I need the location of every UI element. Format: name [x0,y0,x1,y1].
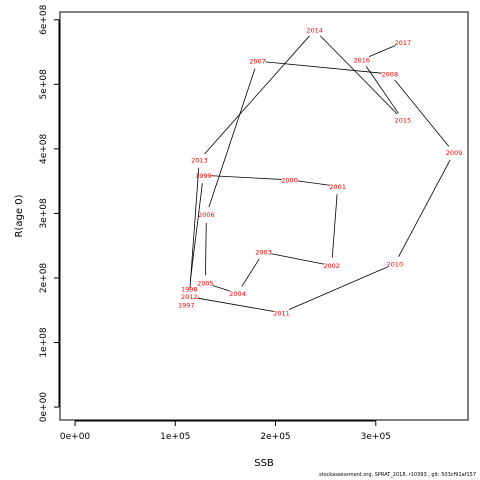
point-label: 2013 [191,156,208,164]
point-label: 2000 [281,176,298,184]
y-tick-label: 2e+08 [39,263,49,294]
point-label: 2011 [273,309,290,317]
y-tick-label: 1e+08 [39,327,49,358]
x-axis: 0e+00 1e+05 2e+05 3e+05 [60,420,391,442]
x-tick-label: 2e+05 [260,432,290,442]
y-tick-label: 4e+08 [39,133,49,164]
point-label: 2012 [181,293,198,301]
point-label: 2004 [229,290,246,298]
point-label: 2003 [255,249,272,257]
point-label: 1997 [178,302,195,310]
point-label: 2017 [395,39,412,47]
series-segment [189,167,200,289]
series-segment [208,68,256,208]
y-axis-label: R(age 0) [14,194,25,237]
x-tick-label: 0e+00 [60,432,91,442]
x-axis-label: SSB [254,458,274,469]
series-segment [368,45,396,58]
y-axis: 0e+00 1e+08 2e+08 3e+08 4e+08 5e+08 6e+08 [39,4,60,423]
series-line [187,35,451,312]
series-segment [271,253,324,265]
y-tick-label: 6e+08 [39,4,49,35]
series-segment [398,159,451,257]
series-segment [197,297,274,312]
footer-caption: stockassessment.org, SPRAT_2018, r10393 … [318,472,476,478]
series-segment [297,180,330,186]
series-segment [331,194,338,258]
point-label: 2010 [387,260,404,268]
point-label: 1999 [195,172,212,180]
y-tick-label: 3e+08 [39,198,49,229]
point-label: 2016 [353,56,370,64]
series-segment [211,175,282,180]
point-label: 1998 [181,285,198,293]
series-segment [205,222,207,276]
point-labels: 1997 1998 1999 2000 2001 2002 2003 2004 2005 2006… [178,27,462,318]
x-tick-label: 3e+05 [361,432,391,442]
point-label: 2007 [249,58,266,66]
series-segment [288,266,388,311]
plot-frame [59,11,469,421]
series-segment [204,35,310,155]
point-label: 2015 [395,116,412,124]
y-tick-label: 5e+08 [39,69,49,100]
point-label: 2009 [446,149,463,157]
x-tick-label: 1e+05 [160,432,190,442]
series-segment [319,35,398,115]
series-segment [212,285,230,292]
series-segment [365,66,399,114]
point-label: 2006 [198,211,215,219]
point-label: 2008 [382,70,399,78]
series-segment [241,258,260,287]
series-segment [189,183,203,282]
point-label: 2001 [329,183,346,191]
y-tick-label: 0e+00 [39,392,49,423]
series-segment [394,79,450,147]
point-label: 2005 [197,280,214,288]
point-label: 2014 [306,27,323,35]
point-label: 2002 [323,262,340,270]
